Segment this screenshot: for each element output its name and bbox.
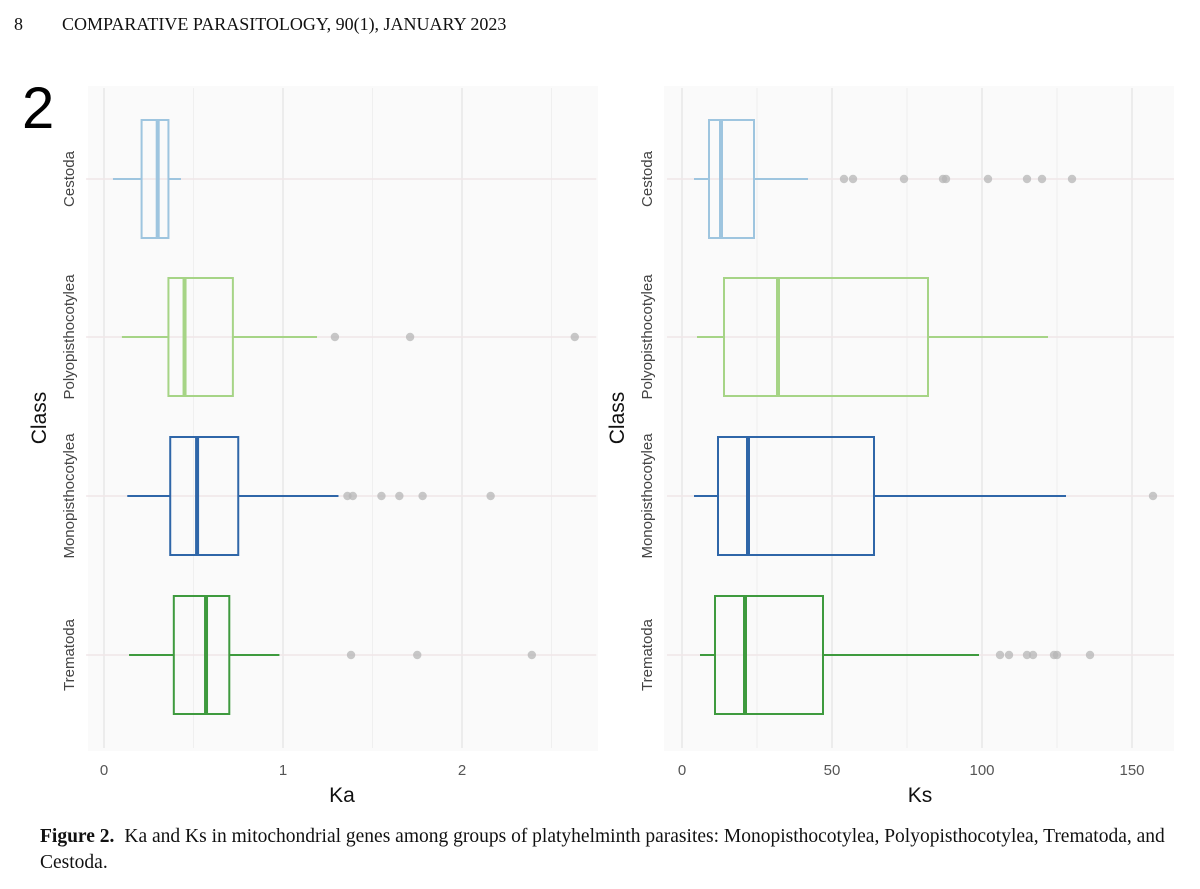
outlier-point — [1022, 174, 1032, 184]
figure-caption: Figure 2. Ka and Ks in mitochondrial gene… — [40, 824, 1170, 877]
outlier-point — [1148, 491, 1158, 501]
outlier-point — [1085, 650, 1095, 660]
outlier-point — [941, 174, 951, 184]
outlier-point — [486, 491, 495, 501]
outlier-point — [330, 332, 340, 342]
category-label-polyopisthocotylea: Polyopisthocotylea — [639, 274, 656, 400]
boxplot-cestoda — [112, 119, 181, 239]
outlier-point — [346, 650, 356, 660]
outlier-point — [1067, 174, 1077, 184]
box-iqr — [714, 595, 824, 715]
outlier-point — [418, 491, 427, 501]
boxplot-monopisthocotylea — [694, 436, 1158, 556]
box-iqr — [172, 595, 231, 715]
outlier-point — [1037, 174, 1047, 184]
panel-ks-background — [664, 86, 1174, 751]
category-label-cestoda: Cestoda — [61, 150, 78, 207]
outlier-point — [1022, 650, 1032, 660]
box-iqr — [708, 119, 755, 239]
page-header: 8 COMPARATIVE PARASITOLOGY, 90(1), JANUAR… — [14, 14, 506, 35]
figure-caption-label: Figure 2. — [40, 826, 115, 847]
outlier-point — [983, 174, 993, 184]
boxplot-cestoda — [694, 119, 1077, 239]
journal-running-head: COMPARATIVE PARASITOLOGY, 90(1), JANUARY… — [62, 14, 507, 34]
outlier-point — [405, 332, 415, 342]
outlier-point — [395, 491, 404, 501]
panel-ka: 0 1 2 Cestoda Polyopisthocotylea Monopisthoco… — [28, 88, 597, 807]
x-tick-label: 50 — [824, 762, 841, 779]
outlier-point — [1004, 650, 1014, 660]
panel-ks: 0 50 100 150 Cestoda Polyopisthocotylea Monopi… — [606, 88, 1174, 807]
outlier-point — [527, 650, 537, 660]
category-label-trematoda: Trematoda — [639, 618, 656, 691]
category-label-monopisthocotylea: Monopisthocotylea — [61, 433, 78, 559]
category-label-polyopisthocotylea: Polyopisthocotylea — [61, 274, 78, 400]
boxplot-trematoda — [129, 595, 537, 715]
outlier-point — [348, 491, 358, 501]
outlier-point — [377, 491, 386, 501]
outlier-point — [413, 650, 422, 660]
panel-label: 2 — [22, 76, 55, 141]
y-axis-title: Class — [28, 392, 51, 445]
x-tick-label: 0 — [678, 762, 686, 779]
panel-ka-background — [88, 86, 598, 751]
boxplot-trematoda — [700, 595, 1095, 715]
outlier-point — [1028, 650, 1038, 660]
box-iqr — [169, 436, 240, 556]
x-tick-label: 0 — [100, 762, 108, 779]
outlier-point — [899, 174, 909, 184]
box-iqr — [723, 277, 929, 397]
y-axis-title: Class — [606, 392, 629, 445]
category-label-cestoda: Cestoda — [639, 150, 656, 207]
x-tick-label: 1 — [279, 762, 287, 779]
outlier-point — [570, 332, 579, 342]
category-label-trematoda: Trematoda — [61, 618, 78, 691]
boxplot-monopisthocotylea — [127, 436, 495, 556]
box-iqr — [140, 119, 170, 239]
box-iqr — [167, 277, 234, 397]
outlier-point — [1052, 650, 1062, 660]
x-tick-label: 2 — [458, 762, 466, 779]
x-tick-label: 150 — [1119, 762, 1144, 779]
x-axis-title: Ks — [908, 784, 933, 807]
x-tick-label: 100 — [969, 762, 994, 779]
box-iqr — [717, 436, 875, 556]
category-label-monopisthocotylea: Monopisthocotylea — [639, 433, 656, 559]
figure-caption-text: Ka and Ks in mitochondrial genes among g… — [40, 826, 1165, 874]
outlier-point — [848, 174, 858, 184]
outlier-point — [839, 174, 849, 184]
boxplot-polyopisthocotylea — [121, 277, 579, 397]
outlier-point — [995, 650, 1005, 660]
page-number: 8 — [14, 14, 23, 34]
x-axis-title: Ka — [329, 784, 355, 807]
boxplot-polyopisthocotylea — [697, 277, 1048, 397]
figure-2-plot: 0 1 2 Cestoda Polyopisthocotylea Monopisthoco… — [28, 86, 1174, 807]
